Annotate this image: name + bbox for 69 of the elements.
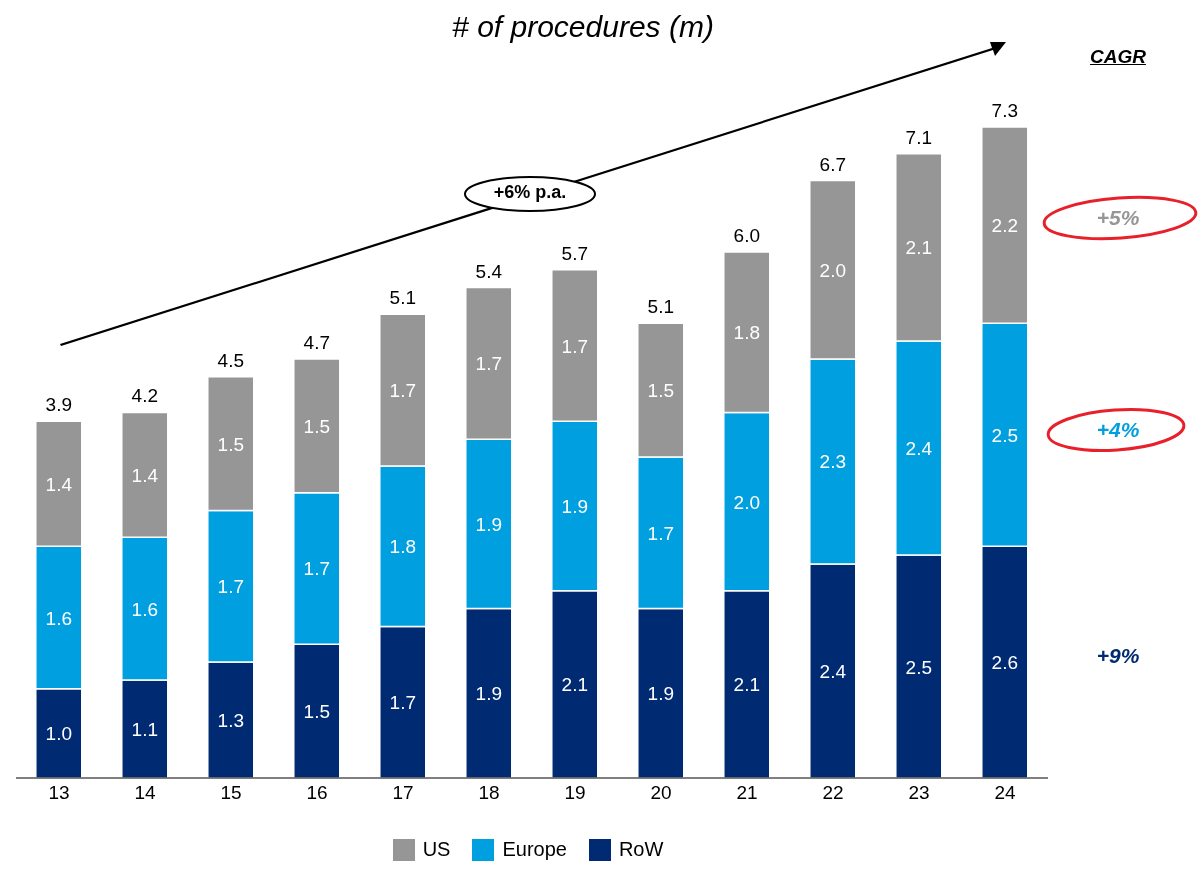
total-label: 5.1 bbox=[389, 287, 416, 309]
data-label: 1.3 bbox=[217, 710, 244, 732]
data-label: 1.8 bbox=[733, 322, 760, 344]
data-label: 1.6 bbox=[45, 607, 72, 629]
data-label: 1.5 bbox=[303, 415, 330, 437]
data-label: 2.2 bbox=[991, 215, 1018, 237]
data-label: 1.4 bbox=[131, 464, 159, 486]
total-label: 5.4 bbox=[475, 260, 503, 282]
data-label: 1.5 bbox=[303, 701, 330, 723]
data-label: 1.5 bbox=[217, 433, 244, 455]
legend-label: US bbox=[422, 838, 451, 861]
x-tick-label: 20 bbox=[650, 782, 672, 804]
data-label: 2.4 bbox=[905, 438, 933, 460]
data-label: 2.5 bbox=[905, 656, 932, 678]
x-tick-label: 13 bbox=[48, 782, 70, 804]
data-label: 1.7 bbox=[389, 380, 416, 402]
x-tick-label: 15 bbox=[220, 782, 242, 804]
legend-label: RoW bbox=[618, 838, 664, 861]
total-label: 5.1 bbox=[647, 296, 674, 318]
legend-label: Europe bbox=[502, 838, 567, 861]
total-label: 6.0 bbox=[733, 224, 760, 246]
data-label: 1.9 bbox=[561, 496, 588, 518]
data-label: 1.7 bbox=[217, 576, 244, 598]
data-label: 2.1 bbox=[561, 674, 588, 696]
total-label: 4.5 bbox=[217, 349, 244, 371]
data-label: 2.0 bbox=[733, 491, 760, 513]
data-label: 1.7 bbox=[303, 558, 330, 580]
x-tick-label: 18 bbox=[478, 782, 500, 804]
text: +5% bbox=[1095, 206, 1141, 230]
data-label: 1.9 bbox=[475, 513, 502, 535]
data-label: 2.1 bbox=[905, 237, 932, 259]
total-label: 4.7 bbox=[303, 331, 330, 353]
total-label: 5.7 bbox=[561, 242, 588, 264]
data-label: 1.7 bbox=[561, 335, 588, 357]
data-label: 2.3 bbox=[819, 451, 846, 473]
annotation: +6% p.a. bbox=[492, 182, 568, 203]
data-label: 1.5 bbox=[647, 380, 674, 402]
data-label: 2.0 bbox=[819, 259, 846, 281]
total-label: 4.2 bbox=[131, 385, 158, 407]
x-tick-label: 17 bbox=[392, 782, 414, 804]
data-label: 1.0 bbox=[45, 723, 72, 745]
text: +9% bbox=[1095, 644, 1141, 668]
text: CAGR bbox=[1089, 46, 1147, 68]
x-tick-label: 23 bbox=[908, 782, 930, 804]
data-label: 1.1 bbox=[131, 718, 158, 740]
x-tick-label: 16 bbox=[306, 782, 328, 804]
data-label: 1.9 bbox=[647, 683, 674, 705]
data-label: 2.5 bbox=[991, 424, 1018, 446]
data-label: 1.6 bbox=[131, 598, 158, 620]
data-label: 1.8 bbox=[389, 536, 416, 558]
data-label: 2.4 bbox=[819, 661, 847, 682]
x-tick-label: 14 bbox=[134, 782, 156, 804]
chart-title: # of procedures (m) bbox=[451, 10, 715, 44]
data-label: 2.6 bbox=[991, 652, 1018, 674]
total-label: 3.9 bbox=[45, 394, 72, 416]
total-label: 7.3 bbox=[991, 100, 1018, 122]
data-label: 1.4 bbox=[45, 473, 73, 495]
data-label: 1.7 bbox=[647, 522, 674, 544]
data-label: 1.7 bbox=[475, 353, 502, 375]
x-tick-label: 19 bbox=[564, 782, 586, 804]
data-label: 1.7 bbox=[389, 692, 416, 714]
x-tick-label: 22 bbox=[822, 782, 844, 804]
data-label: 2.1 bbox=[733, 674, 760, 696]
total-label: 6.7 bbox=[819, 153, 846, 175]
x-tick-label: 24 bbox=[994, 782, 1016, 804]
total-label: 7.1 bbox=[905, 126, 932, 148]
data-label: 1.9 bbox=[475, 683, 502, 705]
x-tick-label: 21 bbox=[736, 782, 758, 804]
text: +4% bbox=[1095, 418, 1141, 442]
